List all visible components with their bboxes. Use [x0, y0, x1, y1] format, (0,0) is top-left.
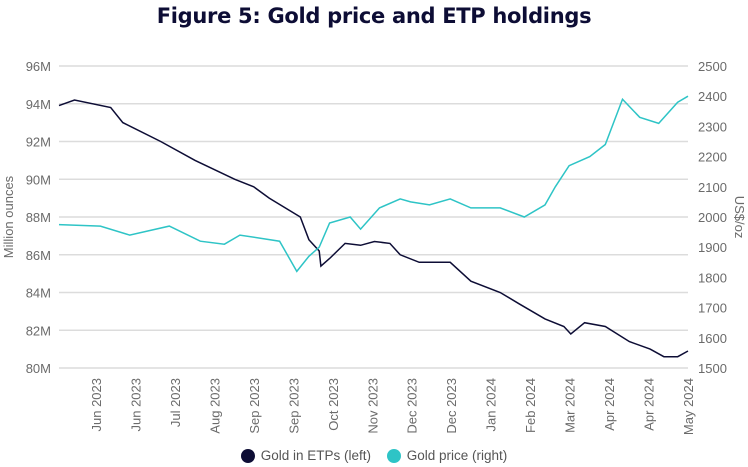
y-right-tick-label: 2500 [698, 59, 727, 74]
x-tick-label: Jun 2023 [89, 378, 104, 432]
y-right-tick-label: 2100 [698, 180, 727, 195]
y-left-tick-label: 84M [26, 286, 51, 301]
x-tick-label: Jun 2023 [128, 378, 143, 432]
series-line-gold-etp [58, 99, 689, 358]
y-left-tick-label: 80M [26, 361, 51, 376]
x-tick-label: Sep 2023 [247, 378, 262, 434]
x-tick-label: Dec 2023 [405, 378, 420, 434]
legend: Gold in ETPs (left) Gold price (right) [0, 448, 748, 466]
x-tick-label: Mar 2024 [563, 378, 578, 433]
y-right-tick-label: 1800 [698, 270, 727, 285]
legend-swatch-price [386, 448, 401, 463]
y-right-tick-label: 1600 [698, 331, 727, 346]
y-right-tick-label: 2000 [698, 210, 727, 225]
y-left-tick-label: 96M [26, 59, 51, 74]
x-tick-label: Jul 2023 [168, 378, 183, 427]
x-tick-label: Aug 2023 [207, 378, 222, 434]
x-tick-label: May 2024 [681, 378, 696, 435]
y-right-axis-label: US$/oz [732, 196, 747, 239]
legend-label-etp: Gold in ETPs (left) [260, 448, 371, 463]
x-tick-label: Apr 2024 [602, 378, 617, 431]
y-right-tick-label: 2200 [698, 150, 727, 165]
x-tick-label: Dec 2023 [444, 378, 459, 434]
y-left-tick-label: 94M [26, 97, 51, 112]
y-right-tick-label: 2400 [698, 89, 727, 104]
legend-label-price: Gold price (right) [406, 448, 508, 463]
y-left-tick-label: 92M [26, 135, 51, 150]
x-tick-label: Apr 2024 [642, 378, 657, 431]
x-tick-label: Sep 2023 [286, 378, 301, 434]
y-right-tick-label: 1900 [698, 240, 727, 255]
legend-item-price[interactable]: Gold price (right) [386, 448, 508, 463]
y-left-tick-label: 88M [26, 210, 51, 225]
y-right-tick-label: 2300 [698, 119, 727, 134]
legend-item-etp[interactable]: Gold in ETPs (left) [240, 448, 371, 463]
legend-swatch-etp [240, 448, 255, 463]
chart-title: Figure 5: Gold price and ETP holdings [156, 4, 592, 28]
y-left-tick-label: 86M [26, 248, 51, 263]
x-tick-label: Oct 2023 [326, 378, 341, 431]
x-tick-label: Jan 2024 [484, 378, 499, 432]
x-tick-label: Feb 2024 [523, 378, 538, 433]
y-right-tick-label: 1700 [698, 301, 727, 316]
y-left-axis-label: Million ounces [1, 175, 16, 258]
y-right-tick-label: 1500 [698, 361, 727, 376]
x-tick-label: Nov 2023 [365, 378, 380, 434]
y-left-tick-label: 90M [26, 172, 51, 187]
y-left-tick-label: 82M [26, 323, 51, 338]
series-line-gold-price [58, 95, 689, 273]
